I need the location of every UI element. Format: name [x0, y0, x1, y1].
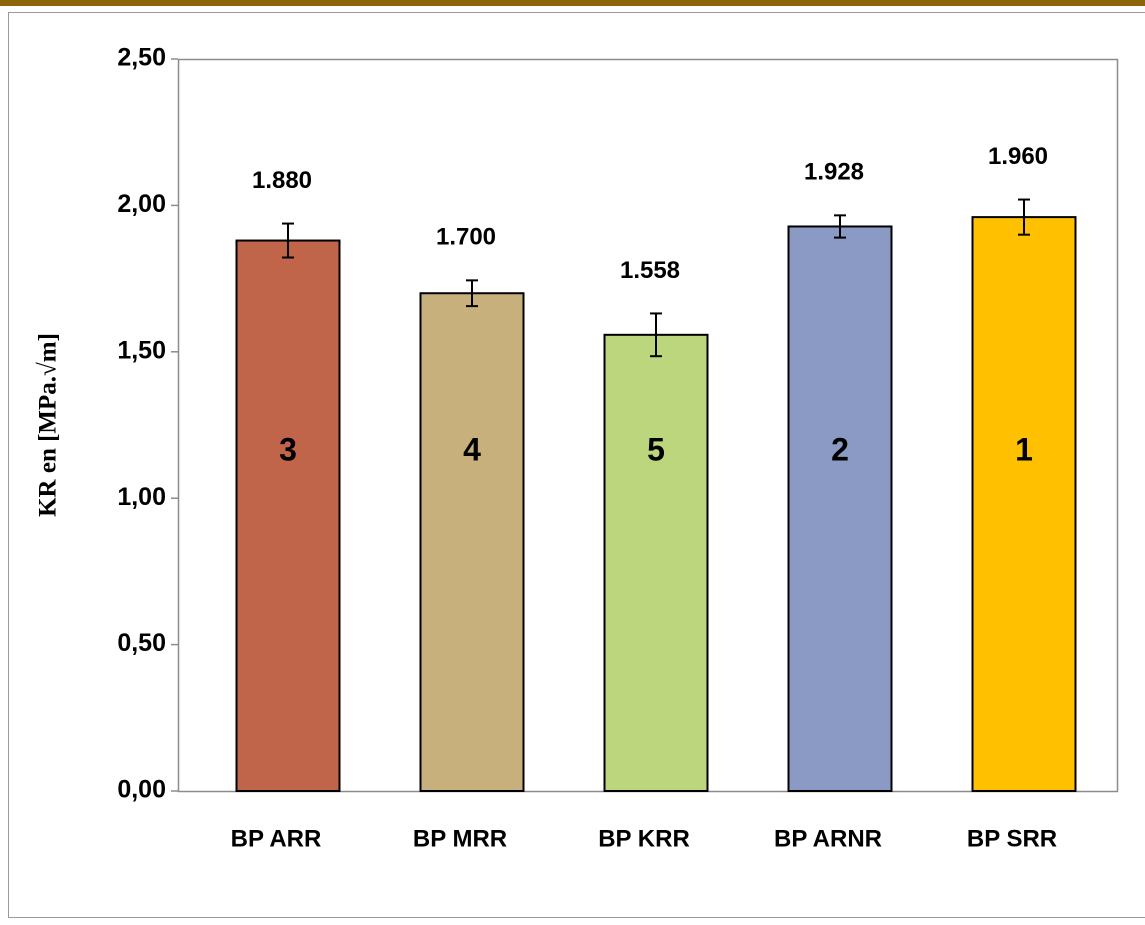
- y-tick-label: 0,50: [117, 629, 166, 657]
- rank-label: 5: [647, 431, 665, 467]
- bar: [237, 241, 340, 791]
- y-tick-label: 1,50: [117, 336, 166, 364]
- y-tick-label: 1,00: [117, 483, 166, 511]
- bar: [973, 217, 1076, 791]
- x-tick-label: BP MRR: [413, 825, 507, 852]
- rank-label: 4: [463, 431, 481, 467]
- x-tick-label: BP SRR: [967, 825, 1057, 852]
- x-tick-label: BP ARR: [231, 825, 322, 852]
- data-label: 1.700: [436, 224, 496, 251]
- data-label: 1.928: [804, 159, 864, 186]
- bar: [605, 335, 708, 791]
- y-tick-label: 2,00: [117, 190, 166, 218]
- y-axis-label: KR en [MPa.√m]: [35, 333, 62, 517]
- y-tick-label: 2,50: [117, 44, 166, 72]
- rank-label: 3: [279, 431, 297, 467]
- data-label: 1.960: [988, 143, 1048, 170]
- rank-label: 2: [831, 431, 849, 467]
- top-bar: [0, 0, 1145, 6]
- bar: [789, 226, 892, 791]
- x-tick-label: BP KRR: [598, 825, 690, 852]
- data-label: 1.880: [252, 167, 312, 194]
- x-tick-label: BP ARNR: [774, 825, 882, 852]
- rank-label: 1: [1015, 431, 1033, 467]
- bar: [421, 293, 524, 791]
- y-tick-label: 0,00: [117, 776, 166, 804]
- data-label: 1.558: [620, 257, 680, 284]
